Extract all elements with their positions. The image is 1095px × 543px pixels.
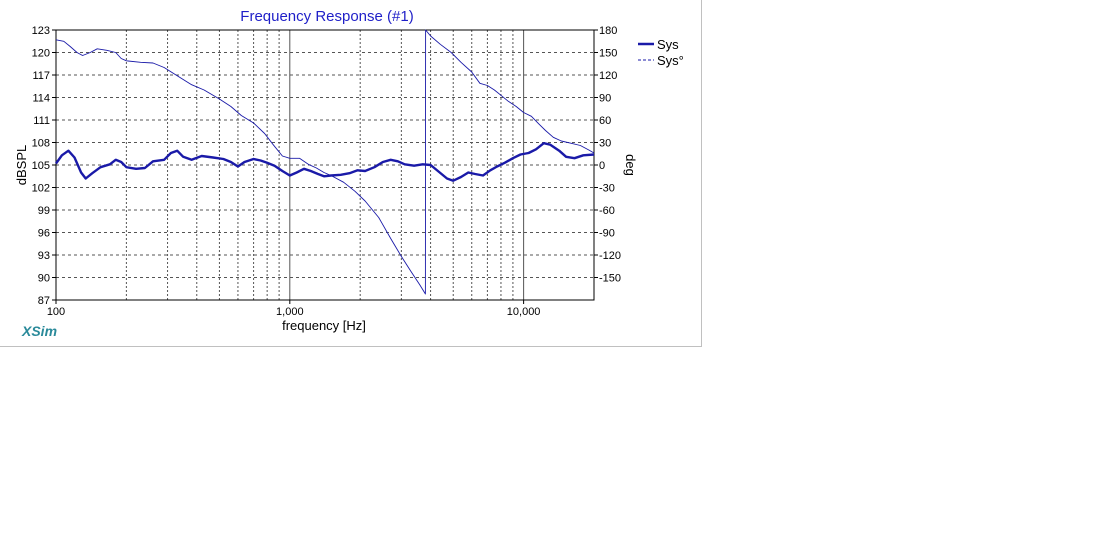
y-tick-label: 120 <box>32 48 50 60</box>
y-tick-label: 111 <box>33 115 50 127</box>
y2-tick-label: 0 <box>599 160 605 172</box>
y2-tick-label: 180 <box>599 25 617 37</box>
y-tick-label: 105 <box>32 160 50 172</box>
chart-panel: Frequency Response (#1) 87 90 93 96 99 102 105… <box>0 0 702 347</box>
x-tick-label: 100 <box>47 306 65 318</box>
y2-axis-label: deg <box>623 154 638 176</box>
y-tick-label: 90 <box>38 273 50 285</box>
xsim-logo: XSim <box>21 323 57 339</box>
y2-tick-label: 150 <box>599 48 617 60</box>
y2-tick-label: -60 <box>599 205 615 217</box>
y-tick-label: 114 <box>32 93 50 105</box>
x-axis-ticks: 100 1,000 10,000 <box>47 300 541 318</box>
y-tick-label: 108 <box>32 138 50 150</box>
series-group <box>55 29 595 295</box>
y2-tick-label: 60 <box>599 115 611 127</box>
y-tick-label: 99 <box>38 205 50 217</box>
y-axis-label: dBSPL <box>14 145 29 185</box>
chart-title: Frequency Response (#1) <box>240 8 413 25</box>
legend-label-sys: Sys <box>657 37 679 52</box>
grid <box>56 30 594 300</box>
y2-tick-label: 30 <box>599 138 611 150</box>
series-line-sys <box>55 142 595 182</box>
x-tick-label: 10,000 <box>507 306 541 318</box>
y2-tick-label: 90 <box>599 93 611 105</box>
series-line-sys-phase <box>55 29 595 295</box>
y2-tick-label: -90 <box>599 228 615 240</box>
frequency-response-chart: Frequency Response (#1) 87 90 93 96 99 102 105… <box>14 8 684 339</box>
y2-tick-label: 120 <box>599 70 617 82</box>
legend-label-sys-phase: Sys° <box>657 53 684 68</box>
y2-tick-label: -30 <box>599 183 615 195</box>
y-tick-label: 96 <box>38 228 50 240</box>
x-axis-label: frequency [Hz] <box>282 318 366 333</box>
y-tick-label: 117 <box>32 70 50 82</box>
y2-tick-label: -120 <box>599 250 621 262</box>
y2-axis-ticks: -150 -120 -90 -60 -30 0 30 60 90 120 150 180 <box>594 25 621 285</box>
y2-tick-label: -150 <box>599 273 621 285</box>
y-tick-label: 123 <box>32 25 50 37</box>
y-tick-label: 93 <box>38 250 50 262</box>
legend: Sys Sys° <box>638 37 684 68</box>
y-tick-label: 87 <box>38 295 50 307</box>
y-axis-ticks: 87 90 93 96 99 102 105 108 111 114 117 120 123 <box>32 25 56 307</box>
y-tick-label: 102 <box>32 183 50 195</box>
x-tick-label: 1,000 <box>276 306 304 318</box>
